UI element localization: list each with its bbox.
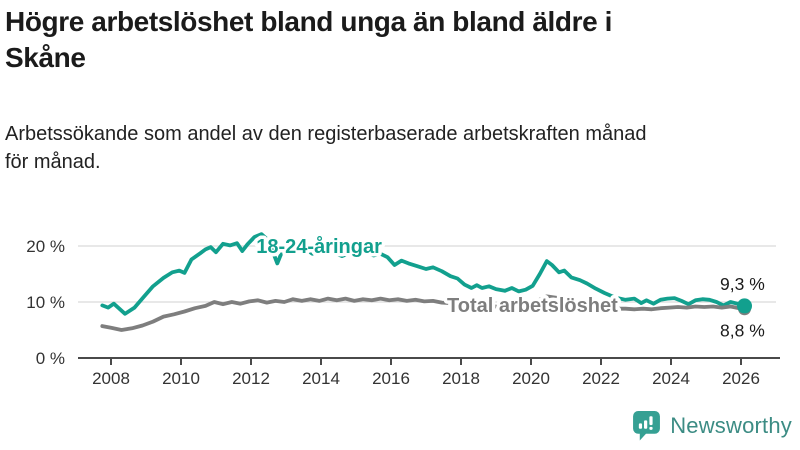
x-tick-label: 2008 xyxy=(92,369,130,388)
newsworthy-bubble-icon xyxy=(633,411,661,441)
total-end-value: 8,8 % xyxy=(720,321,765,341)
chart-subtitle: Arbetssökande som andel av den registerb… xyxy=(5,120,795,176)
y-tick-label: 10 % xyxy=(26,293,65,312)
x-tick-label: 2014 xyxy=(302,369,340,388)
title-line-2: Skåne xyxy=(5,41,86,73)
title-line-1: Högre arbetslöshet bland unga än bland ä… xyxy=(5,6,613,37)
x-tick-label: 2010 xyxy=(162,369,200,388)
x-tick-label: 2022 xyxy=(582,369,620,388)
x-tick-label: 2026 xyxy=(722,369,760,388)
youth-end-dot xyxy=(737,298,752,314)
y-tick-label: 20 % xyxy=(26,237,65,256)
x-tick-label: 2018 xyxy=(442,369,480,388)
bar-chart-glyph xyxy=(639,416,653,430)
youth-end-value: 9,3 % xyxy=(720,274,765,294)
page-title: Högre arbetslöshet bland unga än bland ä… xyxy=(5,4,785,76)
subtitle-line-1: Arbetssökande som andel av den registerb… xyxy=(5,123,647,145)
x-tick-label: 2012 xyxy=(232,369,270,388)
subtitle-line-2: för månad. xyxy=(5,151,101,173)
total-series-line xyxy=(100,294,747,332)
newsworthy-wordmark: Newsworthy xyxy=(670,412,792,438)
newsworthy-logo: Newsworthy xyxy=(632,410,792,441)
youth-series-label: 18-24-åringar xyxy=(256,235,382,258)
x-tick-label: 2020 xyxy=(512,369,550,388)
x-tick-label: 2016 xyxy=(372,369,410,388)
total-series-label: Total arbetslöshet xyxy=(447,295,618,317)
youth-series-line xyxy=(100,232,747,316)
x-tick-label: 2024 xyxy=(652,369,690,388)
y-tick-label: 0 % xyxy=(36,349,65,368)
